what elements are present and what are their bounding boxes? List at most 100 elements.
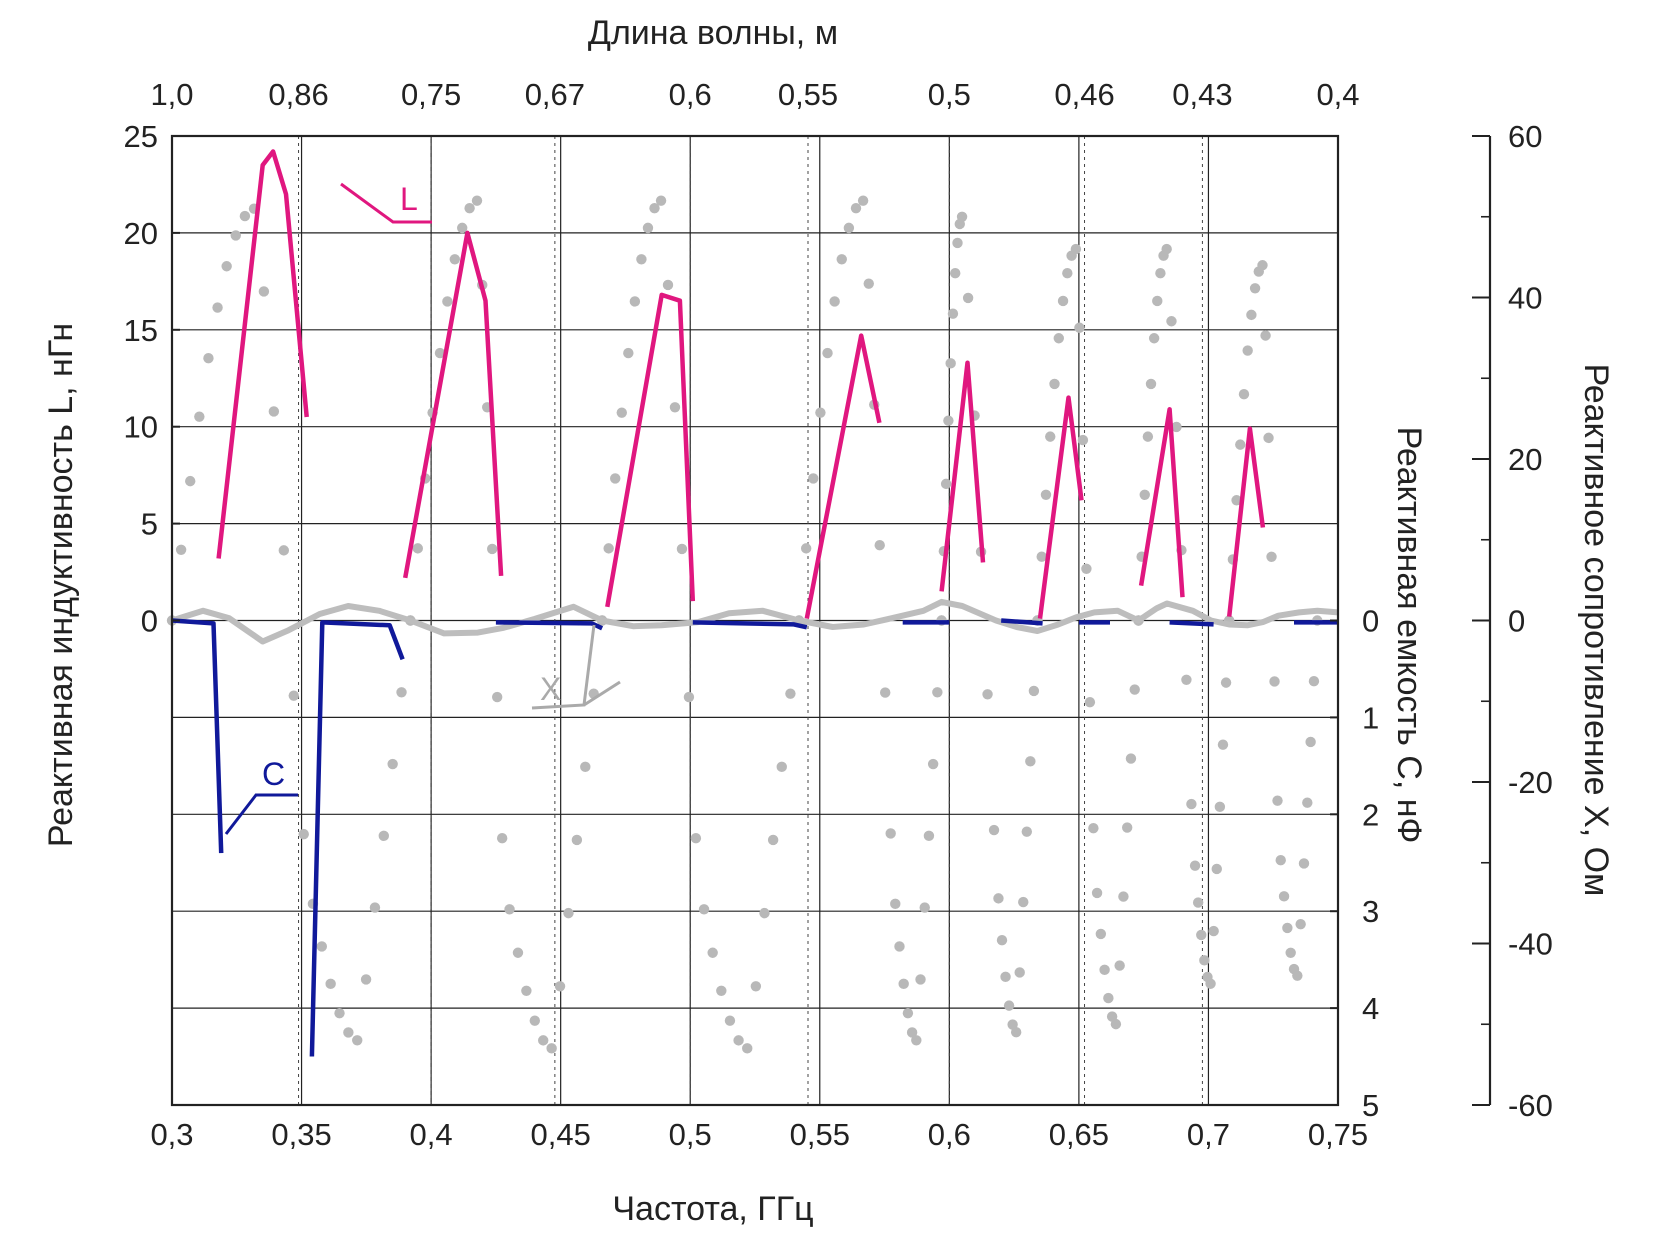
x-dot bbox=[698, 904, 710, 915]
x-dot bbox=[943, 415, 954, 426]
x-dot bbox=[1152, 295, 1163, 307]
x-dot bbox=[203, 353, 214, 364]
y-right-axis-title: Реактивное сопротивление X, Ом bbox=[1577, 364, 1615, 897]
y-right-tick-label: 60 bbox=[1508, 119, 1542, 154]
x-dot bbox=[1021, 826, 1033, 837]
x-dot bbox=[1205, 978, 1216, 989]
c-segment bbox=[171, 618, 224, 854]
x-dot bbox=[1053, 333, 1064, 344]
x-dot bbox=[1145, 378, 1157, 390]
x-dot bbox=[1295, 918, 1306, 930]
x-dot bbox=[636, 254, 647, 265]
x-dot bbox=[616, 407, 627, 418]
x-dot bbox=[642, 222, 654, 234]
x-tick-label: 0,45 bbox=[530, 1117, 590, 1152]
x-dot bbox=[546, 1043, 557, 1054]
y-right-tick-label: 40 bbox=[1508, 281, 1542, 316]
x-dot bbox=[996, 935, 1008, 946]
x-dot bbox=[1049, 378, 1060, 390]
x-dot bbox=[1036, 551, 1047, 562]
x-dot bbox=[750, 981, 762, 992]
x-dot bbox=[785, 688, 796, 699]
x-dot bbox=[1186, 798, 1197, 810]
x-dot bbox=[1074, 322, 1085, 333]
x-dot bbox=[676, 543, 688, 555]
x-dot bbox=[352, 1035, 363, 1046]
x-dot bbox=[1166, 316, 1177, 327]
x-dot bbox=[1161, 243, 1172, 255]
x-dot bbox=[1298, 858, 1310, 869]
x-dot bbox=[829, 296, 840, 307]
y-mid-tick-label: 1 bbox=[1362, 700, 1379, 735]
series-x-solid bbox=[171, 598, 1339, 645]
x-dot bbox=[662, 279, 674, 291]
y-left-tick-label: 0 bbox=[141, 604, 158, 639]
x-top-tick-label: 0,4 bbox=[1316, 77, 1359, 112]
y-left-tick-label: 5 bbox=[141, 507, 158, 542]
x-dot bbox=[1121, 822, 1133, 833]
x-dot bbox=[857, 195, 869, 206]
x-dot bbox=[1308, 676, 1320, 687]
x-dot bbox=[707, 947, 718, 958]
series-c bbox=[171, 618, 1338, 1057]
x-top-tick-label: 0,67 bbox=[525, 77, 585, 112]
x-dot bbox=[1282, 922, 1293, 934]
x-tick-label: 0,5 bbox=[669, 1117, 712, 1152]
x-dot bbox=[940, 478, 952, 490]
x-dot bbox=[1217, 739, 1229, 750]
x-dot bbox=[221, 261, 232, 272]
x-dot bbox=[982, 689, 993, 700]
x-dot bbox=[1103, 992, 1114, 1004]
l-segment bbox=[605, 292, 696, 608]
x-top-tick-label: 0,5 bbox=[928, 77, 971, 112]
x-dot bbox=[1095, 928, 1107, 940]
x-dot bbox=[927, 758, 939, 770]
series-l bbox=[216, 149, 1266, 620]
axis-ticks: 0,3 0,35 0,4 0,45 0,5 0,55 0,6 0,65 0,7 0,751,0 0,… bbox=[124, 77, 1553, 1152]
x-dot bbox=[800, 543, 812, 554]
x-tick-label: 0,6 bbox=[928, 1117, 971, 1152]
x-dot bbox=[1010, 1026, 1022, 1038]
x-dot bbox=[1257, 260, 1268, 271]
x-dot bbox=[1278, 891, 1290, 902]
x-dot bbox=[1181, 674, 1192, 685]
y-right-tick-label: -60 bbox=[1508, 1088, 1553, 1123]
x-dot bbox=[1189, 860, 1201, 871]
x-dot bbox=[1220, 677, 1232, 688]
x-dot bbox=[1014, 967, 1025, 978]
x-dot bbox=[1077, 434, 1089, 446]
x-dot bbox=[1129, 684, 1140, 695]
x-dot bbox=[808, 473, 819, 484]
x-dot bbox=[724, 1015, 736, 1026]
c-callout-line bbox=[224, 793, 298, 835]
x-dot bbox=[325, 978, 336, 990]
x-dot bbox=[915, 974, 926, 985]
x-dot bbox=[1196, 929, 1207, 941]
x-dot bbox=[496, 833, 508, 844]
x-dot bbox=[360, 974, 372, 985]
x-tick-label: 0,55 bbox=[790, 1117, 850, 1152]
x-dot bbox=[194, 411, 205, 422]
l-segment bbox=[1138, 407, 1185, 598]
series-label-x: X bbox=[540, 671, 561, 707]
x-dot bbox=[449, 254, 461, 265]
x-dot bbox=[1091, 887, 1103, 899]
x-dot bbox=[412, 543, 423, 554]
x-dot bbox=[836, 254, 847, 265]
x-dot bbox=[278, 545, 290, 556]
x-axis-title: Частота, ГГц bbox=[612, 1190, 813, 1228]
l-segment bbox=[216, 149, 309, 559]
x-dot bbox=[649, 202, 660, 214]
x-dot bbox=[911, 1035, 922, 1046]
x-dot bbox=[850, 202, 862, 214]
x-dot bbox=[464, 202, 475, 214]
x-top-tick-label: 0,46 bbox=[1054, 77, 1114, 112]
c-segment bbox=[309, 620, 405, 1057]
x-dot bbox=[1199, 955, 1210, 966]
x-dot bbox=[1018, 896, 1029, 908]
x-dot bbox=[1088, 822, 1099, 834]
x-dot bbox=[669, 402, 681, 413]
l-segment bbox=[1037, 395, 1084, 619]
x-dot bbox=[902, 1007, 914, 1019]
x-dot bbox=[1062, 267, 1073, 279]
